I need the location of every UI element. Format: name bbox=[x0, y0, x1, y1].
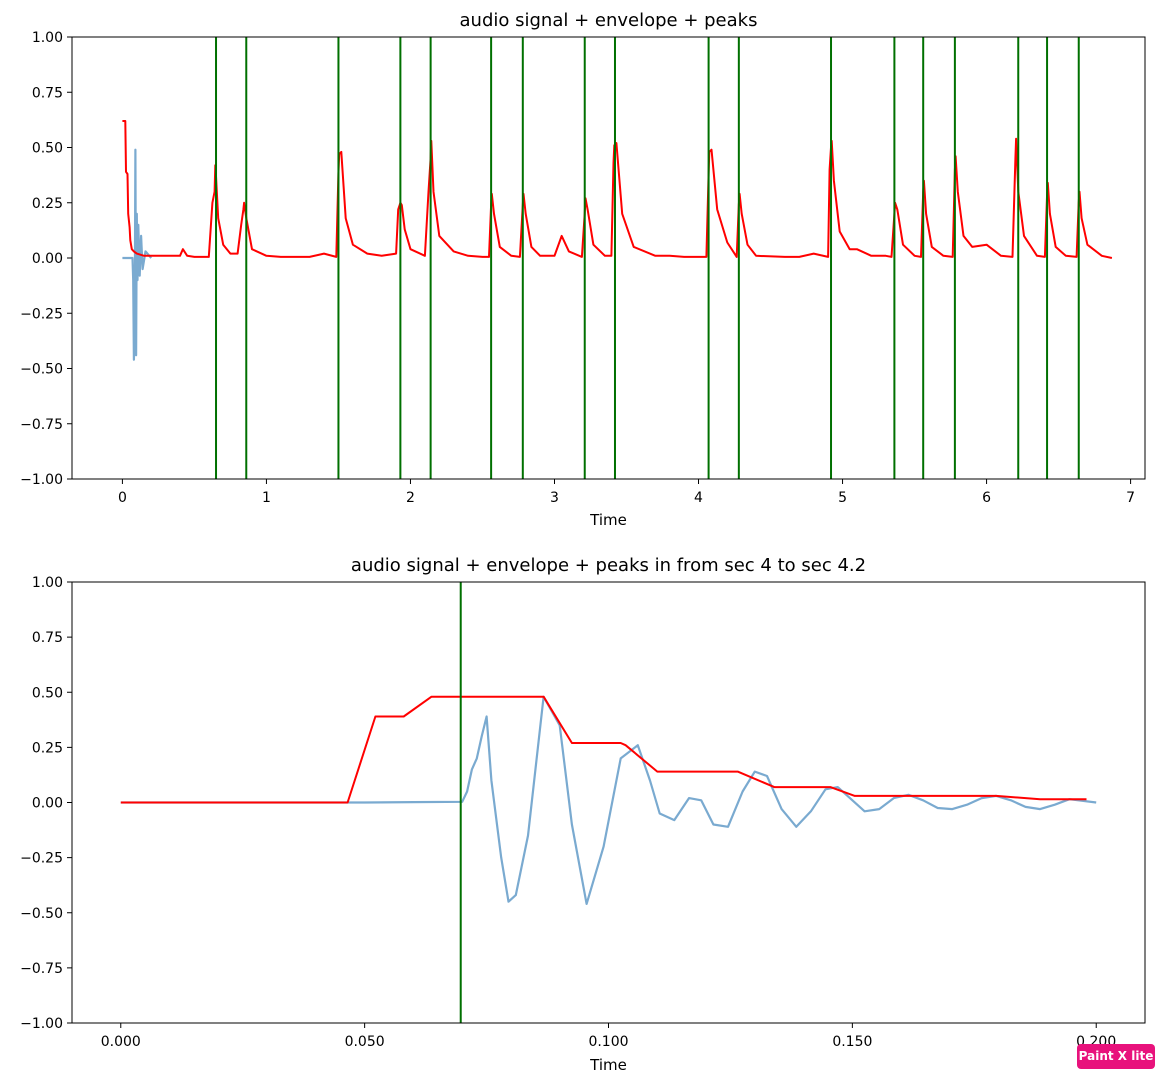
top-chart: 1.00 0.75 0.50 0.25 0.00 −0.25 −0.50 −0.75 −1.00… bbox=[20, 10, 1146, 529]
y-tick-label: −1.00 bbox=[20, 1016, 63, 1032]
x-tick-label: 3 bbox=[550, 490, 559, 506]
plot-area bbox=[120, 582, 1097, 1023]
y-tick-label: 0.25 bbox=[32, 740, 63, 756]
y-tick-label: −0.50 bbox=[20, 906, 63, 922]
x-axis-label: Time bbox=[589, 1056, 627, 1074]
x-tick-label: 7 bbox=[1126, 490, 1135, 506]
y-tick-label: 0.00 bbox=[32, 796, 63, 812]
y-tick-label: 0.75 bbox=[32, 630, 63, 646]
chart-title: audio signal + envelope + peaks bbox=[460, 10, 758, 31]
x-tick-label: 0.000 bbox=[101, 1034, 141, 1050]
watermark-badge: Paint X lite bbox=[1077, 1044, 1155, 1069]
signal-line bbox=[122, 148, 153, 361]
y-tick-label: 0.25 bbox=[32, 196, 63, 212]
x-tick-label: 0.100 bbox=[588, 1034, 628, 1050]
x-tick-label: 0.150 bbox=[832, 1034, 872, 1050]
bottom-chart: 1.00 0.75 0.50 0.25 0.00 −0.25 −0.50 −0.75 −1.00… bbox=[20, 555, 1146, 1074]
y-tick-label: 0.00 bbox=[32, 251, 63, 267]
x-tick-label: 1 bbox=[262, 490, 271, 506]
signal-line bbox=[120, 695, 1097, 906]
y-tick-label: −0.50 bbox=[20, 362, 63, 378]
y-tick-label: 1.00 bbox=[32, 30, 63, 46]
x-tick-label: 6 bbox=[982, 490, 991, 506]
envelope-line bbox=[120, 695, 1087, 804]
y-tick-label: −0.25 bbox=[20, 851, 63, 867]
axes-frame bbox=[71, 36, 1146, 480]
y-tick-label: 0.50 bbox=[32, 685, 63, 701]
x-tick-label: 4 bbox=[694, 490, 703, 506]
y-tick-label: 0.50 bbox=[32, 141, 63, 157]
x-tick-label: 2 bbox=[406, 490, 415, 506]
x-tick-label: 0 bbox=[118, 490, 127, 506]
y-tick-label: −1.00 bbox=[20, 472, 63, 488]
plot-area bbox=[122, 37, 1113, 479]
y-tick-label: −0.25 bbox=[20, 306, 63, 322]
y-tick-label: −0.75 bbox=[20, 417, 63, 433]
envelope-line bbox=[122, 120, 1113, 259]
y-tick-label: 0.75 bbox=[32, 85, 63, 101]
x-tick-label: 0.050 bbox=[345, 1034, 385, 1050]
x-axis-label: Time bbox=[589, 511, 627, 529]
y-tick-label: 1.00 bbox=[32, 575, 63, 591]
y-tick-label: −0.75 bbox=[20, 961, 63, 977]
x-tick-label: 5 bbox=[838, 490, 847, 506]
chart-title: audio signal + envelope + peaks in from … bbox=[351, 555, 866, 576]
